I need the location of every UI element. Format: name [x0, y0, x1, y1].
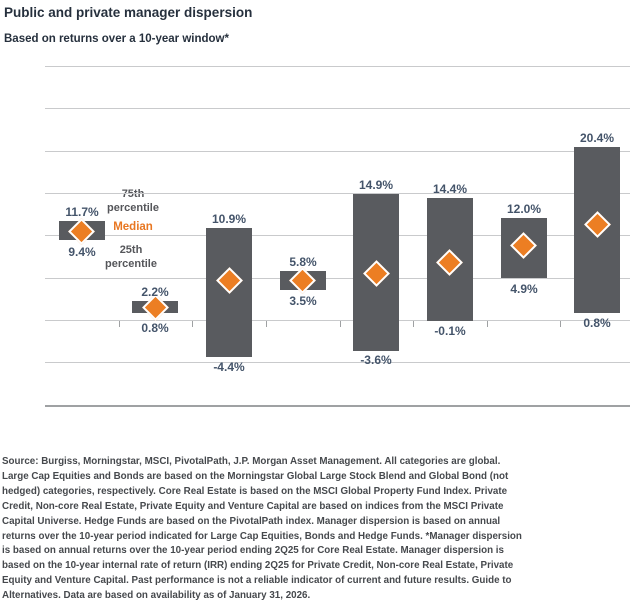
- gridline: [45, 320, 630, 321]
- gridline: [45, 235, 630, 236]
- axis-tick: [487, 321, 488, 327]
- axis-tick: [192, 321, 193, 327]
- gridline: [45, 66, 630, 67]
- axis-tick: [560, 321, 561, 327]
- axis-tick: [340, 321, 341, 327]
- p75-value-label: 14.4%: [432, 182, 468, 196]
- p25-value-label: -3.6%: [360, 353, 392, 367]
- p25-value-label: -4.4%: [213, 360, 245, 374]
- axis-tick: [266, 321, 267, 327]
- axis-tick: [413, 321, 414, 327]
- gridline: [45, 193, 630, 194]
- p25-value-label: -0.1%: [434, 324, 466, 338]
- p25-value-label: 4.9%: [510, 282, 538, 296]
- gridline: [45, 108, 630, 109]
- gridline: [45, 278, 630, 279]
- gridline: [45, 362, 630, 363]
- median-annotation: Median: [113, 221, 153, 233]
- chart-title: Public and private manager dispersion: [4, 5, 253, 20]
- gridline: [45, 405, 630, 407]
- p25-value-label: 0.8%: [141, 321, 169, 335]
- p75-value-label: 10.9%: [211, 212, 247, 226]
- p25-value-label: 9.4%: [68, 245, 96, 259]
- percentile-25-annotation: 25th percentile: [105, 244, 157, 270]
- percentile-75-annotation: 75th percentile: [107, 188, 159, 214]
- p75-value-label: 20.4%: [579, 131, 615, 145]
- chart-subtitle: Based on returns over a 10-year window*: [4, 33, 229, 45]
- p75-value-label: 12.0%: [506, 202, 542, 216]
- gridline: [45, 151, 630, 152]
- p75-value-label: 11.7%: [65, 205, 99, 219]
- footnote: Source: Burgiss, Morningstar, MSCI, Pivo…: [2, 456, 522, 602]
- p25-value-label: 0.8%: [583, 316, 611, 330]
- axis-tick: [119, 321, 120, 327]
- p75-value-label: 5.8%: [289, 255, 317, 269]
- p75-value-label: 14.9%: [358, 178, 394, 192]
- p75-value-label: 2.2%: [141, 285, 169, 299]
- p25-value-label: 3.5%: [289, 294, 317, 308]
